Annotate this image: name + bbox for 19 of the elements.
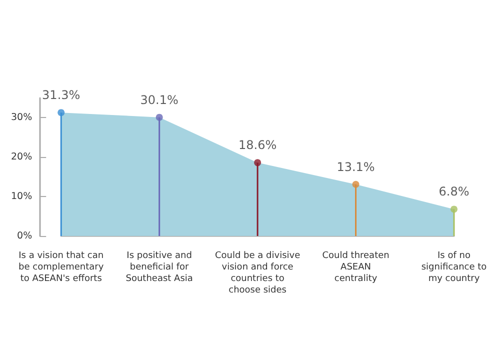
y-tick-label: 20% [10, 152, 32, 163]
data-label: 31.3% [42, 88, 80, 102]
data-label: 30.1% [140, 92, 178, 107]
y-tick-label: 30% [10, 112, 32, 124]
point [450, 206, 458, 213]
x-tick-label: Could be a divisive vision and force countries to choose sides [214, 250, 301, 296]
y-tick-label: 10% [10, 191, 32, 202]
point [58, 109, 65, 116]
data-label: 13.1% [336, 160, 375, 174]
y-tick-label: 0% [17, 230, 32, 242]
data-label: 18.6% [238, 138, 277, 152]
point [352, 180, 360, 188]
x-tick-label: Is positive and beneficial for Southeast Asia [126, 250, 193, 284]
point [254, 159, 262, 166]
point [156, 114, 163, 121]
x-tick-label: Is of no significance to my country [421, 250, 488, 284]
x-tick-label: Is a vision that can be complementary to ASEAN's efforts [18, 250, 104, 284]
x-tick-label: Could threaten ASEAN centrality [322, 250, 390, 284]
data-label: 6.8% [438, 184, 470, 199]
